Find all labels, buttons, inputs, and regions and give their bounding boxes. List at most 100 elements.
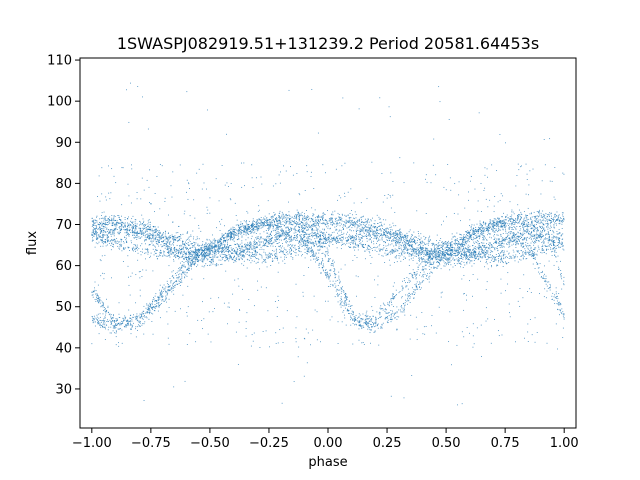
data-point <box>405 286 407 288</box>
data-point <box>289 215 291 217</box>
data-point <box>550 213 552 215</box>
data-point <box>518 209 520 211</box>
data-point <box>548 245 550 247</box>
data-point <box>115 319 117 321</box>
data-point <box>343 290 345 291</box>
data-point <box>304 217 306 219</box>
data-point <box>505 216 507 218</box>
data-point <box>209 252 211 254</box>
data-point <box>113 220 115 222</box>
data-point <box>109 222 111 224</box>
data-point <box>141 223 143 224</box>
data-point <box>470 260 472 262</box>
data-point <box>233 230 235 232</box>
data-point <box>268 218 270 220</box>
data-point <box>218 259 220 261</box>
data-point <box>146 239 147 241</box>
data-point <box>480 247 482 248</box>
data-point <box>423 280 425 282</box>
data-point <box>209 246 211 248</box>
data-point <box>433 257 435 259</box>
data-point <box>286 215 288 217</box>
data-point <box>212 260 214 262</box>
data-point <box>497 224 499 226</box>
data-point <box>451 249 453 251</box>
data-point <box>336 220 338 222</box>
data-point <box>391 304 393 306</box>
data-point <box>145 231 146 233</box>
data-point <box>154 245 156 247</box>
data-point <box>485 224 486 226</box>
data-point <box>238 228 240 230</box>
data-point <box>506 243 507 245</box>
data-point <box>201 247 203 249</box>
data-point <box>147 309 149 311</box>
data-point <box>502 223 504 225</box>
data-point <box>290 228 292 230</box>
data-point <box>257 225 259 227</box>
data-point <box>258 218 260 220</box>
data-point <box>162 299 164 301</box>
data-point <box>464 237 466 239</box>
data-point <box>380 229 382 231</box>
data-point <box>147 312 149 314</box>
data-point <box>362 224 364 226</box>
data-point <box>140 313 142 315</box>
data-point <box>369 320 371 322</box>
data-point <box>513 236 515 238</box>
data-point <box>423 258 425 260</box>
data-point <box>246 253 248 255</box>
data-point <box>365 312 367 314</box>
data-point <box>419 257 420 259</box>
data-point <box>485 226 487 228</box>
data-point <box>130 328 132 330</box>
data-point <box>188 251 189 253</box>
data-point <box>549 220 551 222</box>
data-point <box>406 252 408 254</box>
data-point <box>562 311 564 313</box>
data-point <box>111 220 113 222</box>
data-point <box>301 240 303 242</box>
data-point <box>268 225 269 227</box>
data-point <box>343 310 345 312</box>
data-point <box>453 263 455 265</box>
data-point <box>142 218 144 220</box>
data-point <box>420 249 422 251</box>
data-point <box>460 266 461 268</box>
data-point <box>321 223 323 225</box>
data-point <box>411 243 413 245</box>
data-point <box>184 266 186 268</box>
data-point <box>454 241 456 243</box>
data-point <box>166 241 168 243</box>
data-point <box>302 216 304 218</box>
data-point <box>322 266 323 268</box>
data-point <box>517 218 519 220</box>
data-point <box>536 262 538 264</box>
data-point <box>310 251 312 252</box>
data-point <box>470 228 472 230</box>
data-point <box>235 231 236 233</box>
data-point <box>494 218 496 220</box>
data-point <box>510 231 512 233</box>
data-point <box>313 224 315 226</box>
data-point <box>107 305 109 307</box>
data-point <box>549 287 551 289</box>
data-point <box>498 245 500 246</box>
data-point <box>408 244 410 246</box>
data-point <box>318 259 320 261</box>
data-point <box>319 221 321 223</box>
data-point <box>493 218 495 220</box>
data-point <box>205 248 207 249</box>
data-point <box>161 236 163 238</box>
data-point <box>551 236 553 238</box>
data-point <box>327 252 329 254</box>
data-point <box>287 232 289 234</box>
data-point <box>432 256 434 258</box>
data-point <box>406 248 408 250</box>
data-point <box>114 326 116 328</box>
data-point <box>350 317 352 319</box>
data-point <box>256 220 258 222</box>
data-point <box>207 246 209 248</box>
data-point <box>267 224 268 225</box>
data-point <box>97 313 99 315</box>
